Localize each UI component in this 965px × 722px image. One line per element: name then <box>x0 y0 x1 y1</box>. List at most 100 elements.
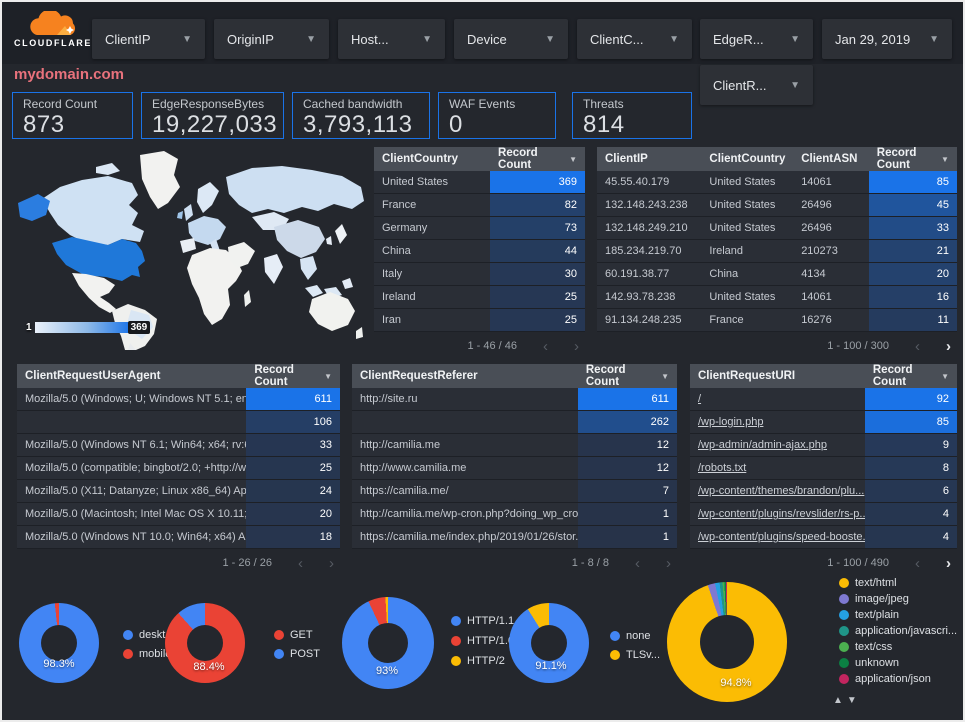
world-map-chart[interactable]: 1 369 <box>12 147 372 350</box>
table-row[interactable]: https://camilia.me/index.php/2019/01/26/… <box>352 526 677 549</box>
table-header-row: ClientRequestReferer Record Count ▼ <box>352 364 677 388</box>
legend-bullet-icon <box>839 642 849 652</box>
filter-clientip[interactable]: ClientIP ▼ <box>92 19 205 59</box>
uri-link[interactable]: / <box>698 393 702 405</box>
table-row[interactable]: 106 <box>17 411 340 434</box>
table-row[interactable]: China 44 <box>374 240 585 263</box>
table-row[interactable]: Mozilla/5.0 (Macintosh; Intel Mac OS X 1… <box>17 503 340 526</box>
filter-clientcountry[interactable]: ClientC... ▼ <box>577 19 692 59</box>
table-row[interactable]: Mozilla/5.0 (Windows; U; Windows NT 5.1;… <box>17 388 340 411</box>
legend-label: application/javascri... <box>855 625 958 637</box>
dimension-cell <box>352 411 578 433</box>
table-row[interactable]: /robots.txt 8 <box>690 457 957 480</box>
prev-page-icon[interactable]: ‹ <box>543 337 548 355</box>
table-row[interactable]: /wp-content/plugins/revslider/rs-p... 4 <box>690 503 957 526</box>
prev-page-icon[interactable]: ‹ <box>298 554 303 572</box>
table-row[interactable]: Mozilla/5.0 (X11; Datanyze; Linux x86_64… <box>17 480 340 503</box>
column-header[interactable]: Record Count ▼ <box>578 364 677 388</box>
uri-link[interactable]: /wp-admin/admin-ajax.php <box>698 439 828 451</box>
table-row[interactable]: Mozilla/5.0 (compatible; bingbot/2.0; +h… <box>17 457 340 480</box>
chevron-down-icon: ▼ <box>182 33 192 45</box>
filter-originip[interactable]: OriginIP ▼ <box>214 19 329 59</box>
table-row[interactable]: / 92 <box>690 388 957 411</box>
next-page-icon[interactable]: › <box>329 554 334 572</box>
table-row[interactable]: http://www.camilia.me 12 <box>352 457 677 480</box>
table-row[interactable]: 262 <box>352 411 677 434</box>
table-row[interactable]: 60.191.38.77 China 4134 20 <box>597 263 957 286</box>
prev-page-icon[interactable]: ‹ <box>915 337 920 355</box>
prev-page-icon[interactable]: ‹ <box>635 554 640 572</box>
table-row[interactable]: 91.134.248.235 France 16276 11 <box>597 309 957 332</box>
donut-chart-content-type[interactable] <box>667 582 787 702</box>
next-page-icon[interactable]: › <box>574 337 579 355</box>
table-row[interactable]: http://camilia.me/wp-cron.php?doing_wp_c… <box>352 503 677 526</box>
filter-host[interactable]: Host... ▼ <box>338 19 445 59</box>
map-legend-min: 1 <box>26 322 32 333</box>
column-header[interactable]: ClientIP <box>597 147 701 171</box>
legend-label: HTTP/1.1 <box>467 615 515 627</box>
uri-link[interactable]: /wp-content/plugins/revslider/rs-p... <box>698 508 865 520</box>
dimension-cell: https://camilia.me/ <box>360 485 449 497</box>
table-row[interactable]: 142.93.78.238 United States 14061 16 <box>597 286 957 309</box>
column-header[interactable]: ClientCountry <box>374 147 490 171</box>
donut-percent-label: 88.4% <box>193 661 225 673</box>
table-row[interactable]: 185.234.219.70 Ireland 210273 21 <box>597 240 957 263</box>
table-row[interactable]: Mozilla/5.0 (Windows NT 10.0; Win64; x64… <box>17 526 340 549</box>
table-row[interactable]: 132.148.243.238 United States 26496 45 <box>597 194 957 217</box>
donut-percent-label: 91.1% <box>535 660 567 672</box>
table-row[interactable]: Ireland 25 <box>374 286 585 309</box>
legend-item: text/css <box>833 641 957 653</box>
donut-hole <box>41 625 77 661</box>
donut-chart-device-type[interactable] <box>19 603 99 683</box>
donut-chart-http-method[interactable] <box>165 603 245 683</box>
column-header[interactable]: Record Count ▼ <box>490 147 585 171</box>
filter-edgeresponse[interactable]: EdgeR... ▼ <box>700 19 813 59</box>
column-header[interactable]: Record Count ▼ <box>865 364 957 388</box>
dimension-cell: Mozilla/5.0 (Windows NT 10.0; Win64; x64… <box>25 531 247 543</box>
column-header[interactable]: ClientCountry <box>701 147 793 171</box>
filter-clientrequest[interactable]: ClientR... ▼ <box>700 65 813 105</box>
column-header[interactable]: ClientASN <box>793 147 869 171</box>
dimension-cell: Iran <box>382 314 401 326</box>
column-header[interactable]: Record Count ▼ <box>869 147 957 171</box>
prev-page-icon[interactable]: ‹ <box>915 554 920 572</box>
table-row[interactable]: /wp-content/plugins/speed-booste... 4 <box>690 526 957 549</box>
table-row[interactable]: /wp-login.php 85 <box>690 411 957 434</box>
dimension-cell: 45.55.40.179 <box>605 176 670 188</box>
metric-cell: 33 <box>868 217 957 239</box>
donut-chart-tls-version[interactable] <box>509 603 589 683</box>
uri-link[interactable]: /wp-login.php <box>698 416 764 428</box>
uri-link[interactable]: /robots.txt <box>698 462 747 474</box>
table-row[interactable]: Germany 73 <box>374 217 585 240</box>
column-header[interactable]: ClientRequestReferer <box>352 364 578 388</box>
table-row[interactable]: http://site.ru 611 <box>352 388 677 411</box>
filter-device[interactable]: Device ▼ <box>454 19 568 59</box>
legend-label: POST <box>290 648 320 660</box>
table-row[interactable]: 45.55.40.179 United States 14061 85 <box>597 171 957 194</box>
metric-cell: 611 <box>577 388 677 410</box>
table-row[interactable]: Italy 30 <box>374 263 585 286</box>
next-page-icon[interactable]: › <box>946 337 951 355</box>
table-row[interactable]: Iran 25 <box>374 309 585 332</box>
table-row[interactable]: http://camilia.me 12 <box>352 434 677 457</box>
table-row[interactable]: France 82 <box>374 194 585 217</box>
table-row[interactable]: United States 369 <box>374 171 585 194</box>
column-header[interactable]: ClientRequestUserAgent <box>17 364 246 388</box>
table-row[interactable]: https://camilia.me/7 <box>352 480 677 503</box>
table-row[interactable]: /wp-content/themes/brandon/plu... 6 <box>690 480 957 503</box>
column-header[interactable]: Record Count ▼ <box>246 364 340 388</box>
uri-link[interactable]: /wp-content/plugins/speed-booste... <box>698 531 865 543</box>
legend-scroll-arrows[interactable]: ▲▼ <box>833 695 861 706</box>
date-range-filter[interactable]: Jan 29, 2019 ▼ <box>822 19 952 59</box>
table-row[interactable]: /wp-admin/admin-ajax.php 9 <box>690 434 957 457</box>
dimension-cell: http://site.ru <box>360 393 418 405</box>
next-page-icon[interactable]: › <box>666 554 671 572</box>
next-page-icon[interactable]: › <box>946 554 951 572</box>
uri-link[interactable]: /wp-content/themes/brandon/plu... <box>698 485 865 497</box>
table-row[interactable]: Mozilla/5.0 (Windows NT 6.1; Win64; x64;… <box>17 434 340 457</box>
donut-chart-http-version[interactable] <box>342 597 434 689</box>
dimension-cell: 26496 <box>801 199 832 211</box>
table-row[interactable]: 132.148.249.210 United States 26496 33 <box>597 217 957 240</box>
column-header[interactable]: ClientRequestURI <box>690 364 865 388</box>
metric-cell: 73 <box>490 217 585 239</box>
